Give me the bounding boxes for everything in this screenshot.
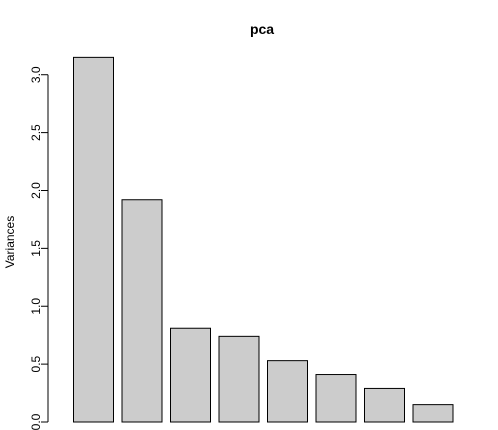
bar bbox=[73, 56, 114, 423]
y-axis-label: Variances bbox=[3, 216, 17, 268]
bar bbox=[364, 387, 405, 423]
y-tick-label: 2.0 bbox=[29, 182, 43, 199]
y-tick-label: 0.0 bbox=[29, 413, 43, 430]
bar bbox=[267, 360, 308, 423]
bar bbox=[218, 335, 260, 423]
bar bbox=[315, 374, 357, 423]
y-tick-label: 1.5 bbox=[29, 240, 43, 257]
bar bbox=[170, 327, 211, 423]
y-tick-label: 2.5 bbox=[29, 124, 43, 141]
y-tick-label: 0.5 bbox=[29, 355, 43, 372]
bar bbox=[412, 404, 454, 423]
chart-title: pca bbox=[250, 21, 274, 37]
y-tick-label: 3.0 bbox=[29, 66, 43, 83]
y-tick-label: 1.0 bbox=[29, 298, 43, 315]
bar bbox=[121, 199, 163, 423]
